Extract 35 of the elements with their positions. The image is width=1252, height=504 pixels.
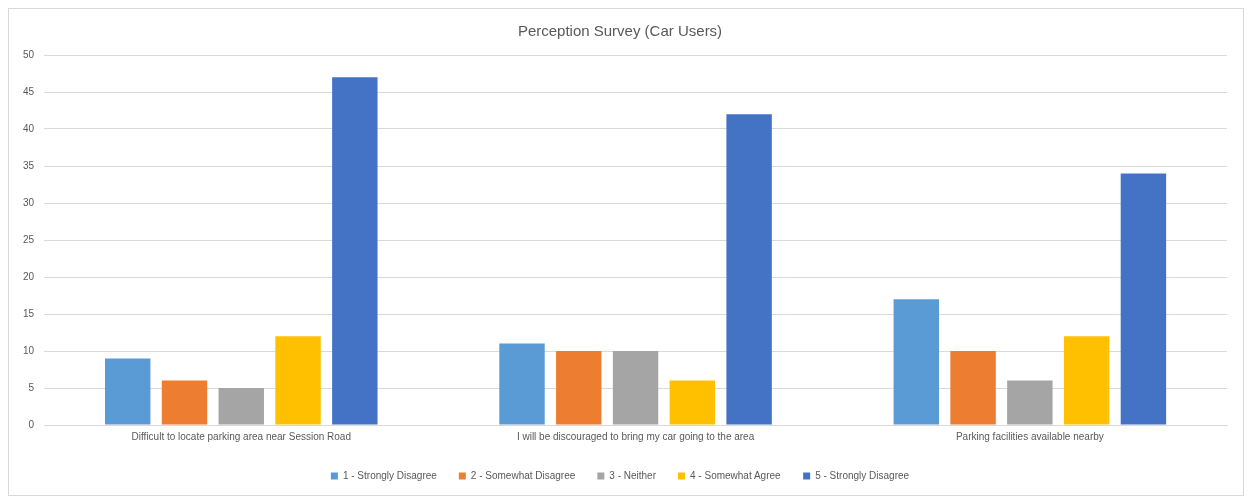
- x-tick-label: Parking facilities available nearby: [955, 430, 1104, 442]
- y-tick-label: 15: [23, 307, 35, 319]
- y-tick-label: 5: [28, 381, 35, 393]
- bar: [612, 351, 659, 425]
- y-tick-label: 0: [28, 418, 35, 430]
- y-tick-label: 10: [23, 344, 35, 356]
- legend-label: 4 - Somewhat Agree: [690, 469, 782, 481]
- bar: [499, 343, 545, 425]
- y-tick-label: 35: [23, 159, 35, 171]
- bar: [105, 358, 151, 425]
- y-tick-label: 50: [23, 48, 35, 60]
- legend-label: 1 - Strongly Disagree: [342, 469, 438, 481]
- bar: [950, 351, 996, 425]
- bar: [726, 114, 772, 425]
- bar: [332, 77, 378, 425]
- legend-label: 2 - Somewhat Disagree: [470, 469, 576, 481]
- y-tick-label: 20: [23, 270, 35, 282]
- bar: [1120, 173, 1167, 425]
- bar: [556, 351, 602, 425]
- bar: [218, 388, 264, 425]
- bar: [1007, 380, 1053, 425]
- y-tick-label: 30: [23, 196, 35, 208]
- y-tick-label: 45: [23, 85, 35, 97]
- bar: [161, 380, 208, 425]
- x-tick-label: Difficult to locate parking area near Session Road: [131, 430, 351, 442]
- x-tick-label: I will be discouraged to bring my car going to the area: [516, 430, 755, 442]
- bar: [275, 336, 321, 425]
- y-tick-label: 40: [23, 122, 35, 134]
- y-tick-label: 25: [23, 233, 35, 245]
- legend-label: 3 - Neither: [609, 469, 657, 481]
- bar: [1063, 336, 1110, 425]
- bar: [669, 380, 716, 425]
- chart-title: Perception Survey (Car Users): [517, 22, 723, 40]
- bar: [893, 299, 940, 425]
- legend-label: 5 - Strongly Disagree: [815, 469, 910, 481]
